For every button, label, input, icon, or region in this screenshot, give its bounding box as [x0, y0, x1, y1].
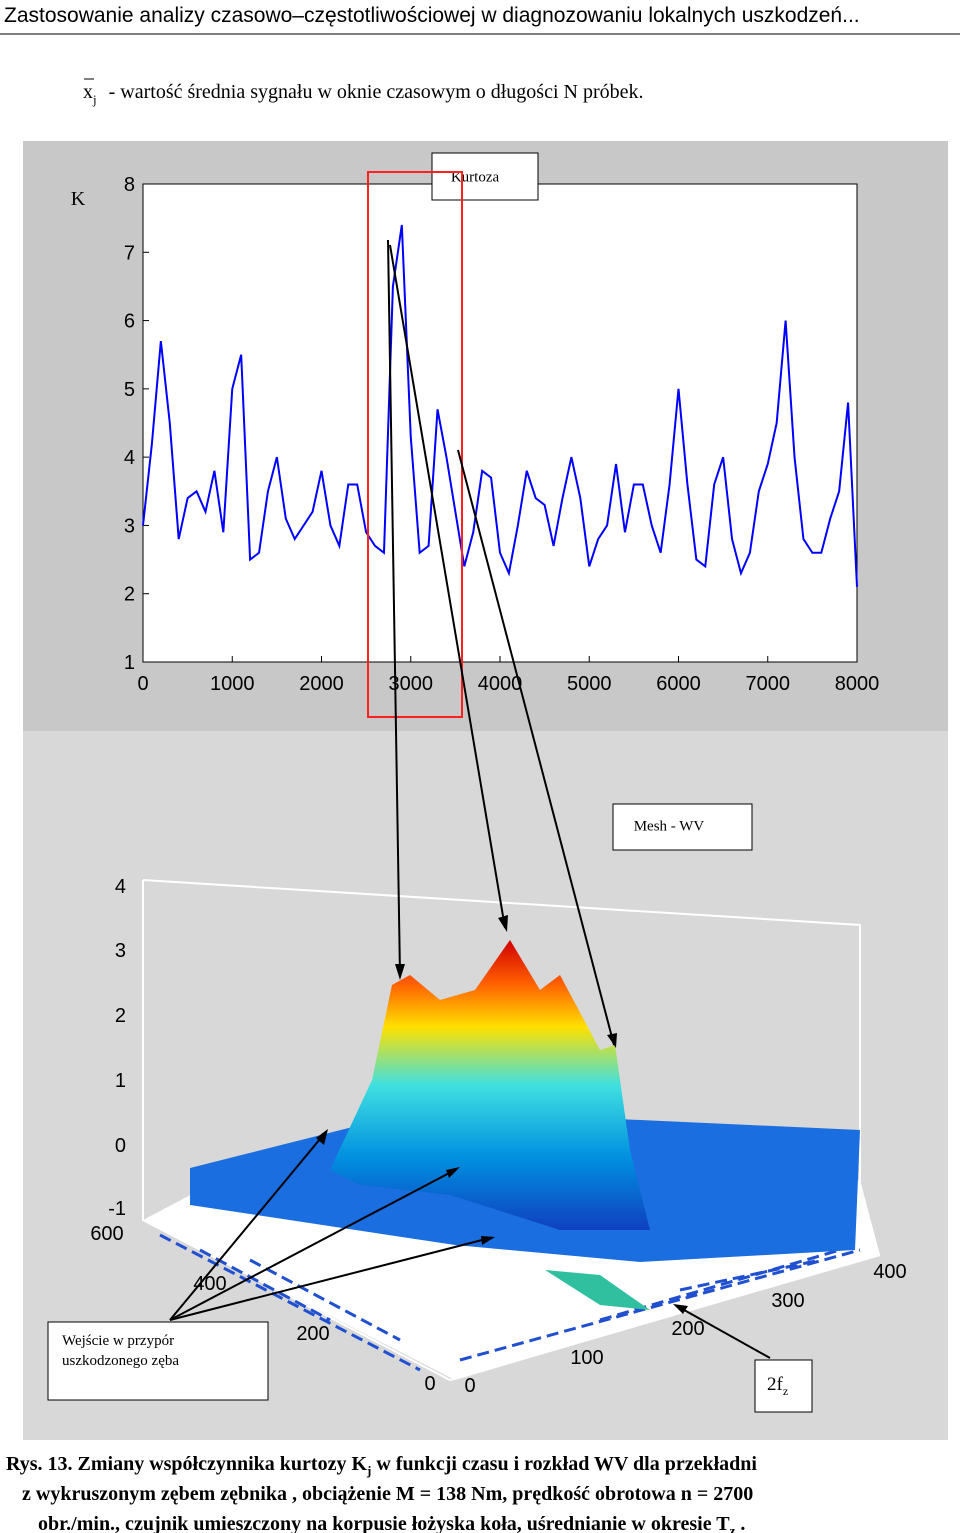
z-tick-label: -1: [108, 1198, 126, 1220]
x-tick-label: 4000: [478, 673, 523, 695]
y-tick-label: 6: [124, 311, 135, 333]
frequency-subscript: z: [783, 1384, 788, 1398]
left-tick-label: 200: [296, 1323, 329, 1345]
legend-text: Kurtoza: [451, 169, 500, 185]
annotation-box: [47, 1321, 269, 1401]
arrow-heads: [316, 915, 688, 1314]
mesh-frame: [142, 879, 861, 1255]
right-tick-label: 0: [464, 1375, 475, 1397]
window-highlight: [367, 171, 463, 718]
caption-line: Rys. 13. Zmiany współczynnika kurtozy Kj…: [6, 1453, 757, 1478]
caption-subscript: j: [366, 1463, 371, 1478]
caption-text: z wykruszonym zębem zębnika , obciążenie…: [22, 1483, 753, 1505]
z-tick-label: 1: [115, 1070, 126, 1092]
definition: xj - wartość średnia sygnału w oknie czas…: [83, 81, 644, 107]
z-tick-label: 2: [115, 1005, 126, 1027]
caption-subscript: z: [730, 1523, 736, 1533]
definition-text: - wartość średnia sygnału w oknie czasow…: [109, 81, 644, 103]
right-tick-label: 200: [671, 1318, 704, 1340]
y-tick-label: 4: [124, 447, 135, 469]
y-tick-label: 2: [124, 584, 135, 606]
right-tick-label: 100: [570, 1347, 603, 1369]
frequency: 2f: [767, 1374, 784, 1395]
x-tick-label: 6000: [656, 673, 701, 695]
mesh-plot: [142, 879, 881, 1382]
annotation-line: uszkodzonego zęba: [62, 1353, 179, 1369]
z-tick-label: 4: [115, 876, 126, 898]
right-tick-label: 300: [771, 1290, 804, 1312]
z-tick-label: 3: [115, 940, 126, 962]
mesh-2fz: [545, 1270, 650, 1310]
mesh-ticks: 4 3 2 1 0 -1 600 400 200 0 0 100 200 300 400: [90, 876, 906, 1397]
left-tick-label: 600: [90, 1223, 123, 1245]
caption-text: w funkcji czasu i rozkład WV dla przekła…: [371, 1453, 757, 1475]
legend-box: [431, 152, 539, 201]
header-title: Zastosowanie analizy czasowo–częstotliwo…: [4, 4, 860, 27]
x-tick-label: 0: [137, 673, 148, 695]
frequency-label: 2fz: [767, 1374, 788, 1398]
caption-text: obr./min., czujnik umieszczony na korpus…: [38, 1513, 730, 1533]
kurtosis-chart: 0 1000 2000 3000 4000 5000 6000 7000 8000 1 2 3 4 5 6 7…: [124, 174, 879, 695]
mesh-label-box: [612, 803, 753, 851]
arrows: [169, 239, 771, 1359]
y-tick-label: 7: [124, 242, 135, 264]
right-tick-label: 400: [873, 1261, 906, 1283]
plot-area: [143, 184, 857, 662]
y-tick-label: 8: [124, 174, 135, 196]
annotation-line: Wejście w przypór: [62, 1333, 174, 1349]
mesh-peak: [330, 940, 650, 1230]
frequency-box: [754, 1359, 813, 1413]
subscript: j: [92, 92, 97, 107]
y-label: K: [71, 188, 86, 210]
mesh-label: Mesh - WV: [634, 818, 705, 834]
caption-line: obr./min., czujnik umieszczony na korpus…: [38, 1513, 745, 1533]
caption-line: z wykruszonym zębem zębnika , obciążenie…: [22, 1483, 753, 1505]
left-tick-label: 0: [424, 1373, 435, 1395]
x-tick-label: 3000: [389, 673, 434, 695]
mesh-contours: [159, 1233, 861, 1372]
y-tick-label: 1: [124, 652, 135, 674]
y-tick-label: 5: [124, 379, 135, 401]
caption-text: .: [735, 1513, 745, 1533]
caption-text: Rys. 13. Zmiany współczynnika kurtozy K: [6, 1453, 367, 1475]
x-tick-label: 2000: [299, 673, 344, 695]
left-tick-label: 400: [193, 1273, 226, 1295]
symbol: x: [83, 81, 93, 103]
x-tick-label: 1000: [210, 673, 255, 695]
x-tick-label: 8000: [835, 673, 880, 695]
x-tick-label: 7000: [746, 673, 791, 695]
x-tick-label: 5000: [567, 673, 612, 695]
z-tick-label: 0: [115, 1135, 126, 1157]
caption: Rys. 13. Zmiany współczynnika kurtozy Kj…: [6, 1453, 757, 1533]
y-tick-label: 3: [124, 515, 135, 537]
kurtosis-line: [142, 224, 858, 587]
